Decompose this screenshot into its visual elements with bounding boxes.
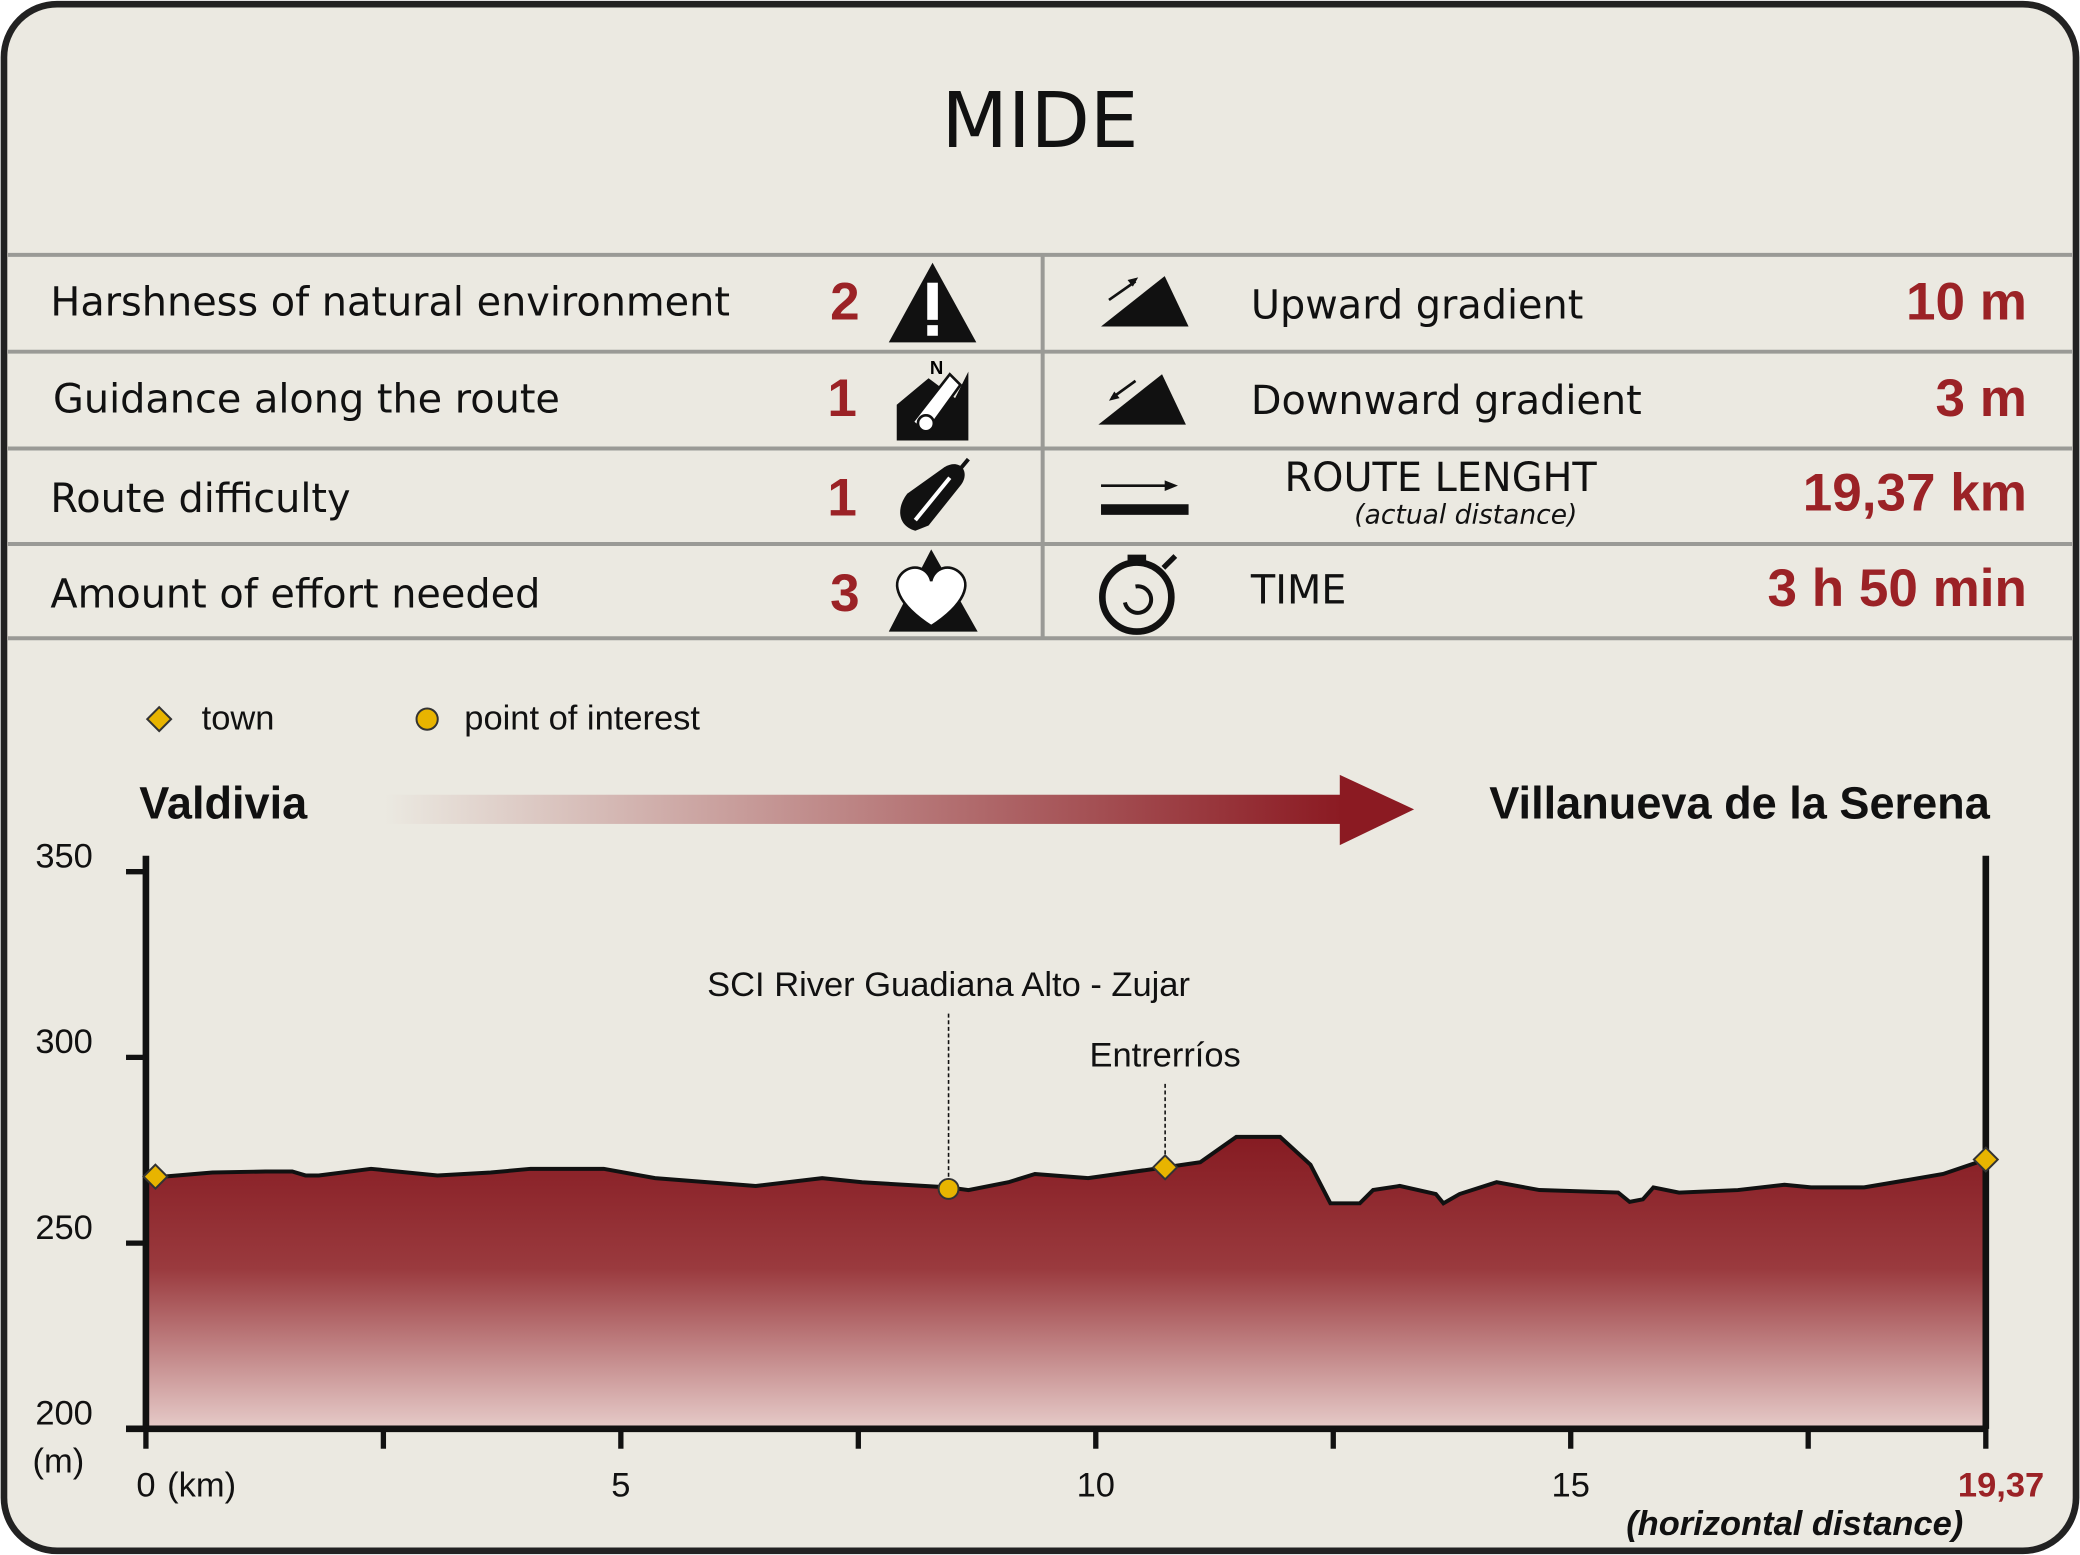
x-tick-label: 0 xyxy=(136,1466,155,1504)
y-tick-label: 250 xyxy=(35,1209,93,1247)
svg-text:N: N xyxy=(930,357,943,378)
stat-value: 10 m xyxy=(1906,272,2027,331)
end-name: Villanueva de la Serena xyxy=(1489,778,1990,829)
stat-value: 19,37 km xyxy=(1803,463,2027,522)
icon-time xyxy=(1099,554,1178,635)
y-tick-label: 200 xyxy=(35,1395,93,1433)
legend-swatch xyxy=(415,707,439,731)
x-tick-label: 10 xyxy=(1077,1466,1115,1504)
stat-label: Upward gradient xyxy=(1251,282,1583,328)
row-label: Harshness of natural environment xyxy=(50,280,730,326)
stat-label: Downward gradient xyxy=(1251,378,1642,424)
icon-harshness xyxy=(888,262,977,343)
x-tick-label: 15 xyxy=(1552,1466,1590,1504)
town-marker xyxy=(1151,1153,1179,1181)
stat-value: 3 h 50 min xyxy=(1768,559,2027,618)
row-value: 3 xyxy=(830,564,860,623)
row-label: Amount of effort needed xyxy=(50,572,540,618)
legend-label: point of interest xyxy=(464,700,700,738)
legend-swatch xyxy=(145,705,173,733)
icon-downward xyxy=(1098,374,1186,425)
direction-arrowhead xyxy=(1339,774,1415,846)
icon-upward xyxy=(1101,276,1189,327)
table-lines xyxy=(7,252,2073,641)
stat-note: (actual distance) xyxy=(1354,500,1577,531)
row-value: 1 xyxy=(827,369,857,428)
y-tick-label: 300 xyxy=(35,1023,93,1061)
direction-band xyxy=(384,794,1343,824)
town-marker xyxy=(1972,1146,2000,1173)
start-name: Valdivia xyxy=(139,778,308,829)
stat-value: 3 m xyxy=(1936,369,2027,428)
elevation-line xyxy=(145,1134,1987,1206)
row-value: 1 xyxy=(827,469,857,528)
icon-guidance: N xyxy=(896,357,969,441)
icon-difficulty xyxy=(900,457,970,531)
town-marker xyxy=(142,1163,169,1190)
marker-label: SCI River Guadiana Alto - Zujar xyxy=(707,966,1190,1004)
stat-label: TIME xyxy=(1250,568,1347,614)
title: MIDE xyxy=(942,77,1139,166)
y-unit: (m) xyxy=(33,1442,85,1480)
elevation-chart: town point of interest 200 250 300 350 (m) 0 5 10… xyxy=(33,700,2045,1543)
elevation-area xyxy=(145,1136,1986,1429)
x-unit: (km) xyxy=(167,1466,236,1504)
icon-length xyxy=(1101,480,1189,515)
x-tick-label: 5 xyxy=(611,1466,630,1504)
x-tick-label: 19,37 xyxy=(1958,1466,2044,1504)
stat-label: ROUTE LENGHT xyxy=(1284,455,1597,501)
poi-marker xyxy=(937,1177,960,1200)
icon-effort xyxy=(888,549,978,632)
row-value: 2 xyxy=(830,272,860,331)
row-label: Route difficulty xyxy=(50,476,350,522)
y-tick-label: 350 xyxy=(35,838,93,876)
legend-label: town xyxy=(202,700,275,738)
row-label: Guidance along the route xyxy=(53,377,560,423)
x-note: (horizontal distance) xyxy=(1626,1505,1963,1543)
marker-label: Entrerríos xyxy=(1089,1037,1240,1075)
